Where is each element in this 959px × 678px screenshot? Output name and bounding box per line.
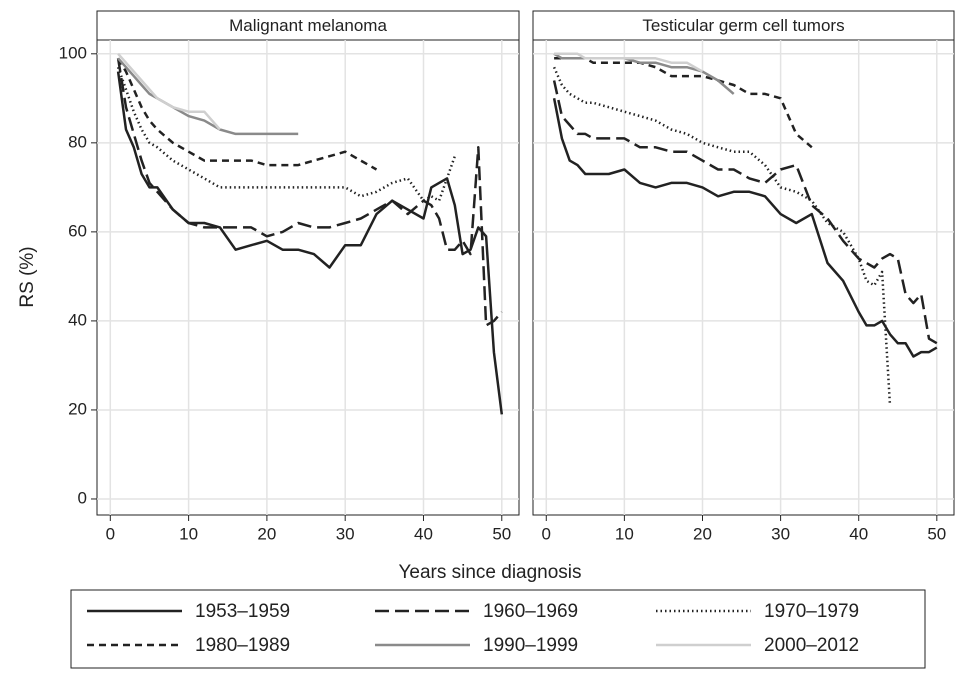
x-tick-label: 10 [615, 524, 634, 543]
x-tick-label: 20 [693, 524, 712, 543]
legend-label: 1953–1959 [195, 601, 290, 622]
y-tick-label: 20 [68, 399, 87, 418]
panel-header [96, 10, 520, 41]
series-line [552, 66, 892, 406]
x-tick-label: 20 [257, 524, 276, 543]
x-axis-title: Years since diagnosis [398, 562, 581, 583]
x-tick-label: 0 [542, 524, 551, 543]
panel-title: Malignant melanoma [229, 16, 387, 35]
x-tick-label: 40 [414, 524, 433, 543]
plot-area [96, 39, 520, 516]
panel-title: Testicular germ cell tumors [642, 16, 844, 35]
x-tick-label: 30 [336, 524, 355, 543]
legend-label: 2000–2012 [764, 635, 859, 656]
x-tick-label: 30 [771, 524, 790, 543]
plot-area [532, 39, 955, 516]
y-tick-label: 80 [68, 132, 87, 151]
y-tick-label: 60 [68, 221, 87, 240]
series-line [116, 58, 503, 327]
x-tick-label: 40 [849, 524, 868, 543]
series-line [552, 80, 938, 345]
legend-label: 1970–1979 [764, 601, 859, 622]
legend-box [70, 589, 926, 669]
x-tick-label: 10 [179, 524, 198, 543]
y-tick-label: 0 [78, 488, 87, 507]
series-line [117, 57, 299, 136]
legend-label: 1990–1999 [483, 635, 578, 656]
x-tick-label: 50 [492, 524, 511, 543]
y-tick-label: 100 [59, 43, 87, 62]
y-tick-label: 40 [68, 310, 87, 329]
y-axis-title: RS (%) [17, 246, 38, 307]
x-tick-label: 50 [927, 524, 946, 543]
series-line [554, 52, 704, 73]
series-line [117, 52, 221, 131]
legend-label: 1980–1989 [195, 635, 290, 656]
series-line [116, 71, 504, 415]
legend-label: 1960–1969 [483, 601, 578, 622]
x-tick-label: 0 [106, 524, 115, 543]
series-line [117, 57, 378, 171]
series-line [552, 98, 938, 358]
